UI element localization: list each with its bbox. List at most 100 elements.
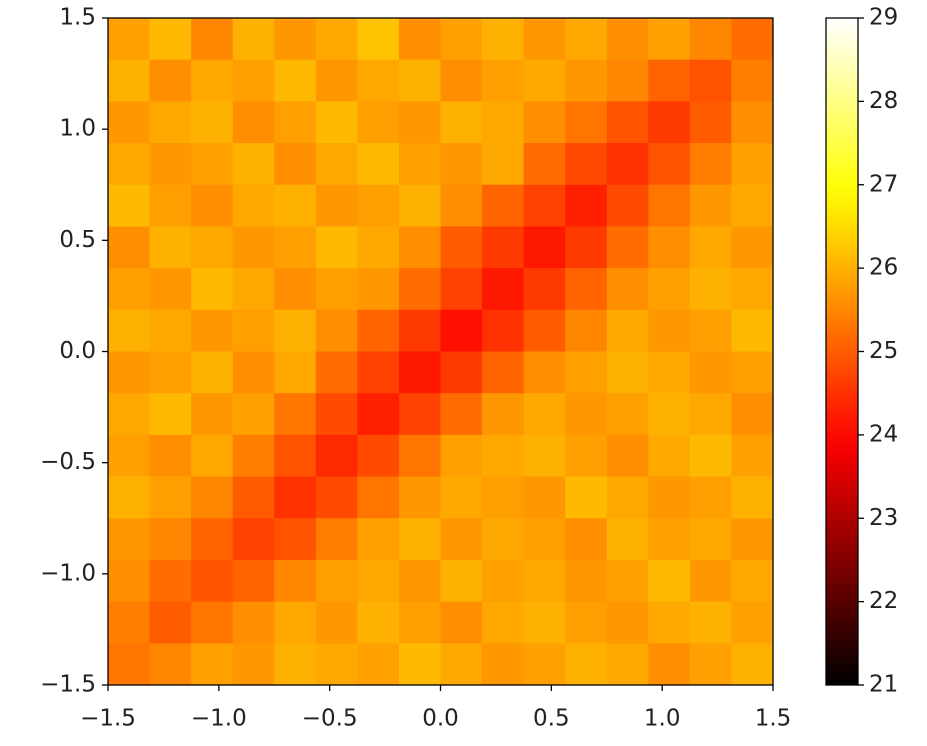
heatmap-cell (689, 101, 732, 144)
x-tick-label: 0.0 (422, 706, 459, 732)
heatmap-cell (482, 351, 525, 394)
heatmap-cell (731, 434, 774, 478)
heatmap-cell (482, 101, 525, 144)
heatmap-cell (357, 268, 400, 311)
heatmap-cell (440, 18, 483, 61)
heatmap-cell (482, 268, 525, 311)
heatmap-cell (648, 559, 691, 603)
heatmap-cell (523, 268, 566, 311)
heatmap-cell (108, 559, 151, 603)
heatmap-cell (523, 476, 566, 519)
heatmap-cell (482, 643, 525, 686)
heatmap-cell (232, 601, 275, 644)
heatmap-cell (606, 434, 649, 478)
heatmap-cell (689, 18, 732, 61)
colorbar-tick-label: 25 (869, 338, 898, 364)
heatmap-cell (689, 59, 732, 102)
heatmap-cell (191, 518, 234, 561)
heatmap-cell (274, 184, 317, 227)
heatmap-cell (108, 309, 151, 352)
heatmap-cell (689, 393, 732, 436)
heatmap-cell (440, 351, 483, 394)
heatmap-cell (731, 143, 774, 186)
colorbar-tick-label: 22 (869, 588, 898, 614)
heatmap-cell (357, 434, 400, 478)
heatmap-cell (482, 518, 525, 561)
heatmap-cell (606, 476, 649, 519)
heatmap-cell (357, 559, 400, 603)
heatmap-cell (648, 351, 691, 394)
heatmap-cell (149, 643, 192, 686)
y-tick-label: −1.5 (40, 672, 96, 698)
y-tick-label: 1.0 (59, 116, 96, 142)
heatmap-cell (565, 559, 608, 603)
heatmap-cell (398, 268, 441, 311)
heatmap-cell (565, 268, 608, 311)
heatmap-cell (606, 18, 649, 61)
heatmap-cell (357, 143, 400, 186)
heatmap-cell (565, 309, 608, 352)
x-tick-label: 1.0 (644, 706, 681, 732)
heatmap-cell (689, 601, 732, 644)
heatmap-cell (274, 351, 317, 394)
heatmap-cell (149, 226, 192, 269)
heatmap-cell (315, 434, 358, 478)
heatmap-cell (149, 518, 192, 561)
heatmap-cell (523, 393, 566, 436)
heatmap-cell (232, 268, 275, 311)
heatmap-cell (274, 59, 317, 102)
heatmap-cell (440, 601, 483, 644)
heatmap-cell (440, 226, 483, 269)
heatmap-cell (606, 268, 649, 311)
x-tick-label: −1.5 (80, 706, 136, 732)
heatmap-cell (606, 601, 649, 644)
heatmap-cell (731, 268, 774, 311)
y-tick-label: 1.5 (59, 5, 96, 31)
heatmap-cell (357, 309, 400, 352)
heatmap-cell (232, 559, 275, 603)
heatmap-cell (315, 476, 358, 519)
heatmap-cell (648, 59, 691, 102)
heatmap-cell (232, 309, 275, 352)
heatmap-cell (315, 101, 358, 144)
heatmap-cell (398, 476, 441, 519)
heatmap-cell (731, 59, 774, 102)
heatmap-cell (274, 601, 317, 644)
heatmap-cell (108, 143, 151, 186)
heatmap-cell (648, 101, 691, 144)
colorbar-tick-label: 21 (869, 672, 898, 698)
heatmap-cell (689, 351, 732, 394)
heatmap-cell (398, 559, 441, 603)
y-tick-label: −0.5 (40, 449, 96, 475)
heatmap-cell (108, 226, 151, 269)
heatmap-cell (274, 18, 317, 61)
heatmap-cell (357, 393, 400, 436)
heatmap-cell (606, 518, 649, 561)
heatmap-cell (689, 309, 732, 352)
heatmap-cell (315, 18, 358, 61)
heatmap-cell (398, 226, 441, 269)
heatmap-cell (440, 434, 483, 478)
heatmap-cell (440, 309, 483, 352)
heatmap-cell (315, 309, 358, 352)
heatmap-cell (523, 559, 566, 603)
heatmap-cell (191, 559, 234, 603)
heatmap-cell (149, 559, 192, 603)
heatmap-cell (606, 143, 649, 186)
heatmap-cell (482, 601, 525, 644)
heatmap-cell (482, 184, 525, 227)
heatmap-cell (440, 559, 483, 603)
heatmap-cell (648, 643, 691, 686)
heatmap-cell (606, 309, 649, 352)
heatmap-cell (648, 184, 691, 227)
heatmap-cell (565, 518, 608, 561)
heatmap-cell (315, 226, 358, 269)
heatmap-cell (731, 184, 774, 227)
heatmap-cell (232, 18, 275, 61)
heatmap-cell (398, 18, 441, 61)
heatmap-cell (315, 143, 358, 186)
heatmap-cell (689, 559, 732, 603)
heatmap-cell (648, 309, 691, 352)
heatmap-cell (440, 393, 483, 436)
